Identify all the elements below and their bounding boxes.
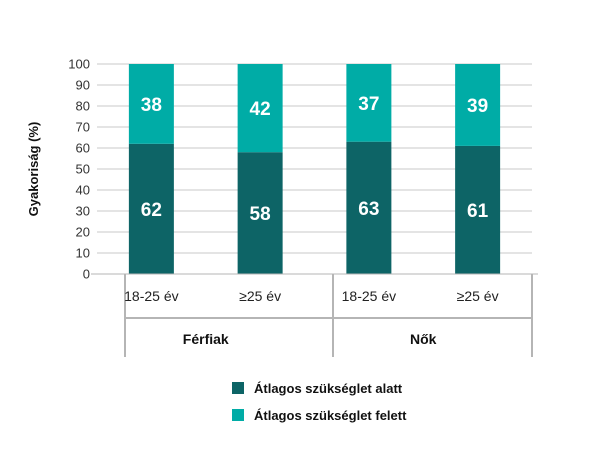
legend-item-below: Átlagos szükséglet alatt — [232, 376, 406, 400]
x-category-label-0: 18-25 év — [124, 288, 178, 304]
y-tick-label-100: 100 — [68, 57, 90, 72]
data-label-below-3: 61 — [467, 201, 489, 222]
data-label-above-0: 38 — [141, 95, 162, 116]
data-label-above-1: 42 — [250, 99, 271, 120]
bar-above-2 — [346, 64, 392, 142]
data-label-above-3: 39 — [467, 96, 488, 117]
legend: Átlagos szükséglet alatt Átlagos szükség… — [232, 376, 406, 430]
y-axis-label: Gyakoriság (%) — [26, 122, 41, 217]
legend-label-below: Átlagos szükséglet alatt — [254, 380, 403, 396]
data-label-below-0: 62 — [141, 200, 162, 221]
y-tick-label-40: 40 — [76, 183, 90, 198]
group-label-1: Nők — [410, 331, 437, 347]
data-label-below-1: 58 — [250, 204, 271, 225]
stacked-bar-chart: 0 10 20 30 40 50 60 70 80 90 100 Gyakoriság (%) 62 38… — [26, 57, 538, 357]
y-tick-label-70: 70 — [76, 120, 90, 135]
x-category-label-1: ≥25 év — [239, 288, 281, 304]
bar-below-3 — [455, 145, 501, 274]
bar-above-1 — [237, 64, 283, 153]
y-tick-label-0: 0 — [83, 267, 90, 282]
data-label-below-2: 63 — [358, 199, 379, 220]
x-category-label-2: 18-25 év — [342, 288, 396, 304]
bar-above-3 — [455, 64, 501, 146]
y-tick-label-30: 30 — [76, 204, 90, 219]
y-tick-label-20: 20 — [76, 225, 90, 240]
data-label-above-2: 37 — [358, 94, 379, 115]
y-tick-label-10: 10 — [76, 246, 90, 261]
legend-swatch-above — [232, 409, 244, 421]
bar-below-1 — [237, 152, 283, 274]
legend-item-above: Átlagos szükséglet felett — [232, 403, 406, 427]
y-tick-label-80: 80 — [76, 99, 90, 114]
y-tick-label-50: 50 — [76, 162, 90, 177]
bar-below-0 — [128, 143, 174, 274]
y-tick-label-60: 60 — [76, 141, 90, 156]
bar-above-0 — [128, 64, 174, 144]
group-label-0: Férfiak — [183, 331, 229, 347]
legend-label-above: Átlagos szükséglet felett — [254, 407, 407, 423]
y-tick-label-90: 90 — [76, 78, 90, 93]
x-category-label-3: ≥25 év — [457, 288, 499, 304]
bar-below-2 — [346, 141, 392, 274]
legend-swatch-below — [232, 382, 244, 394]
